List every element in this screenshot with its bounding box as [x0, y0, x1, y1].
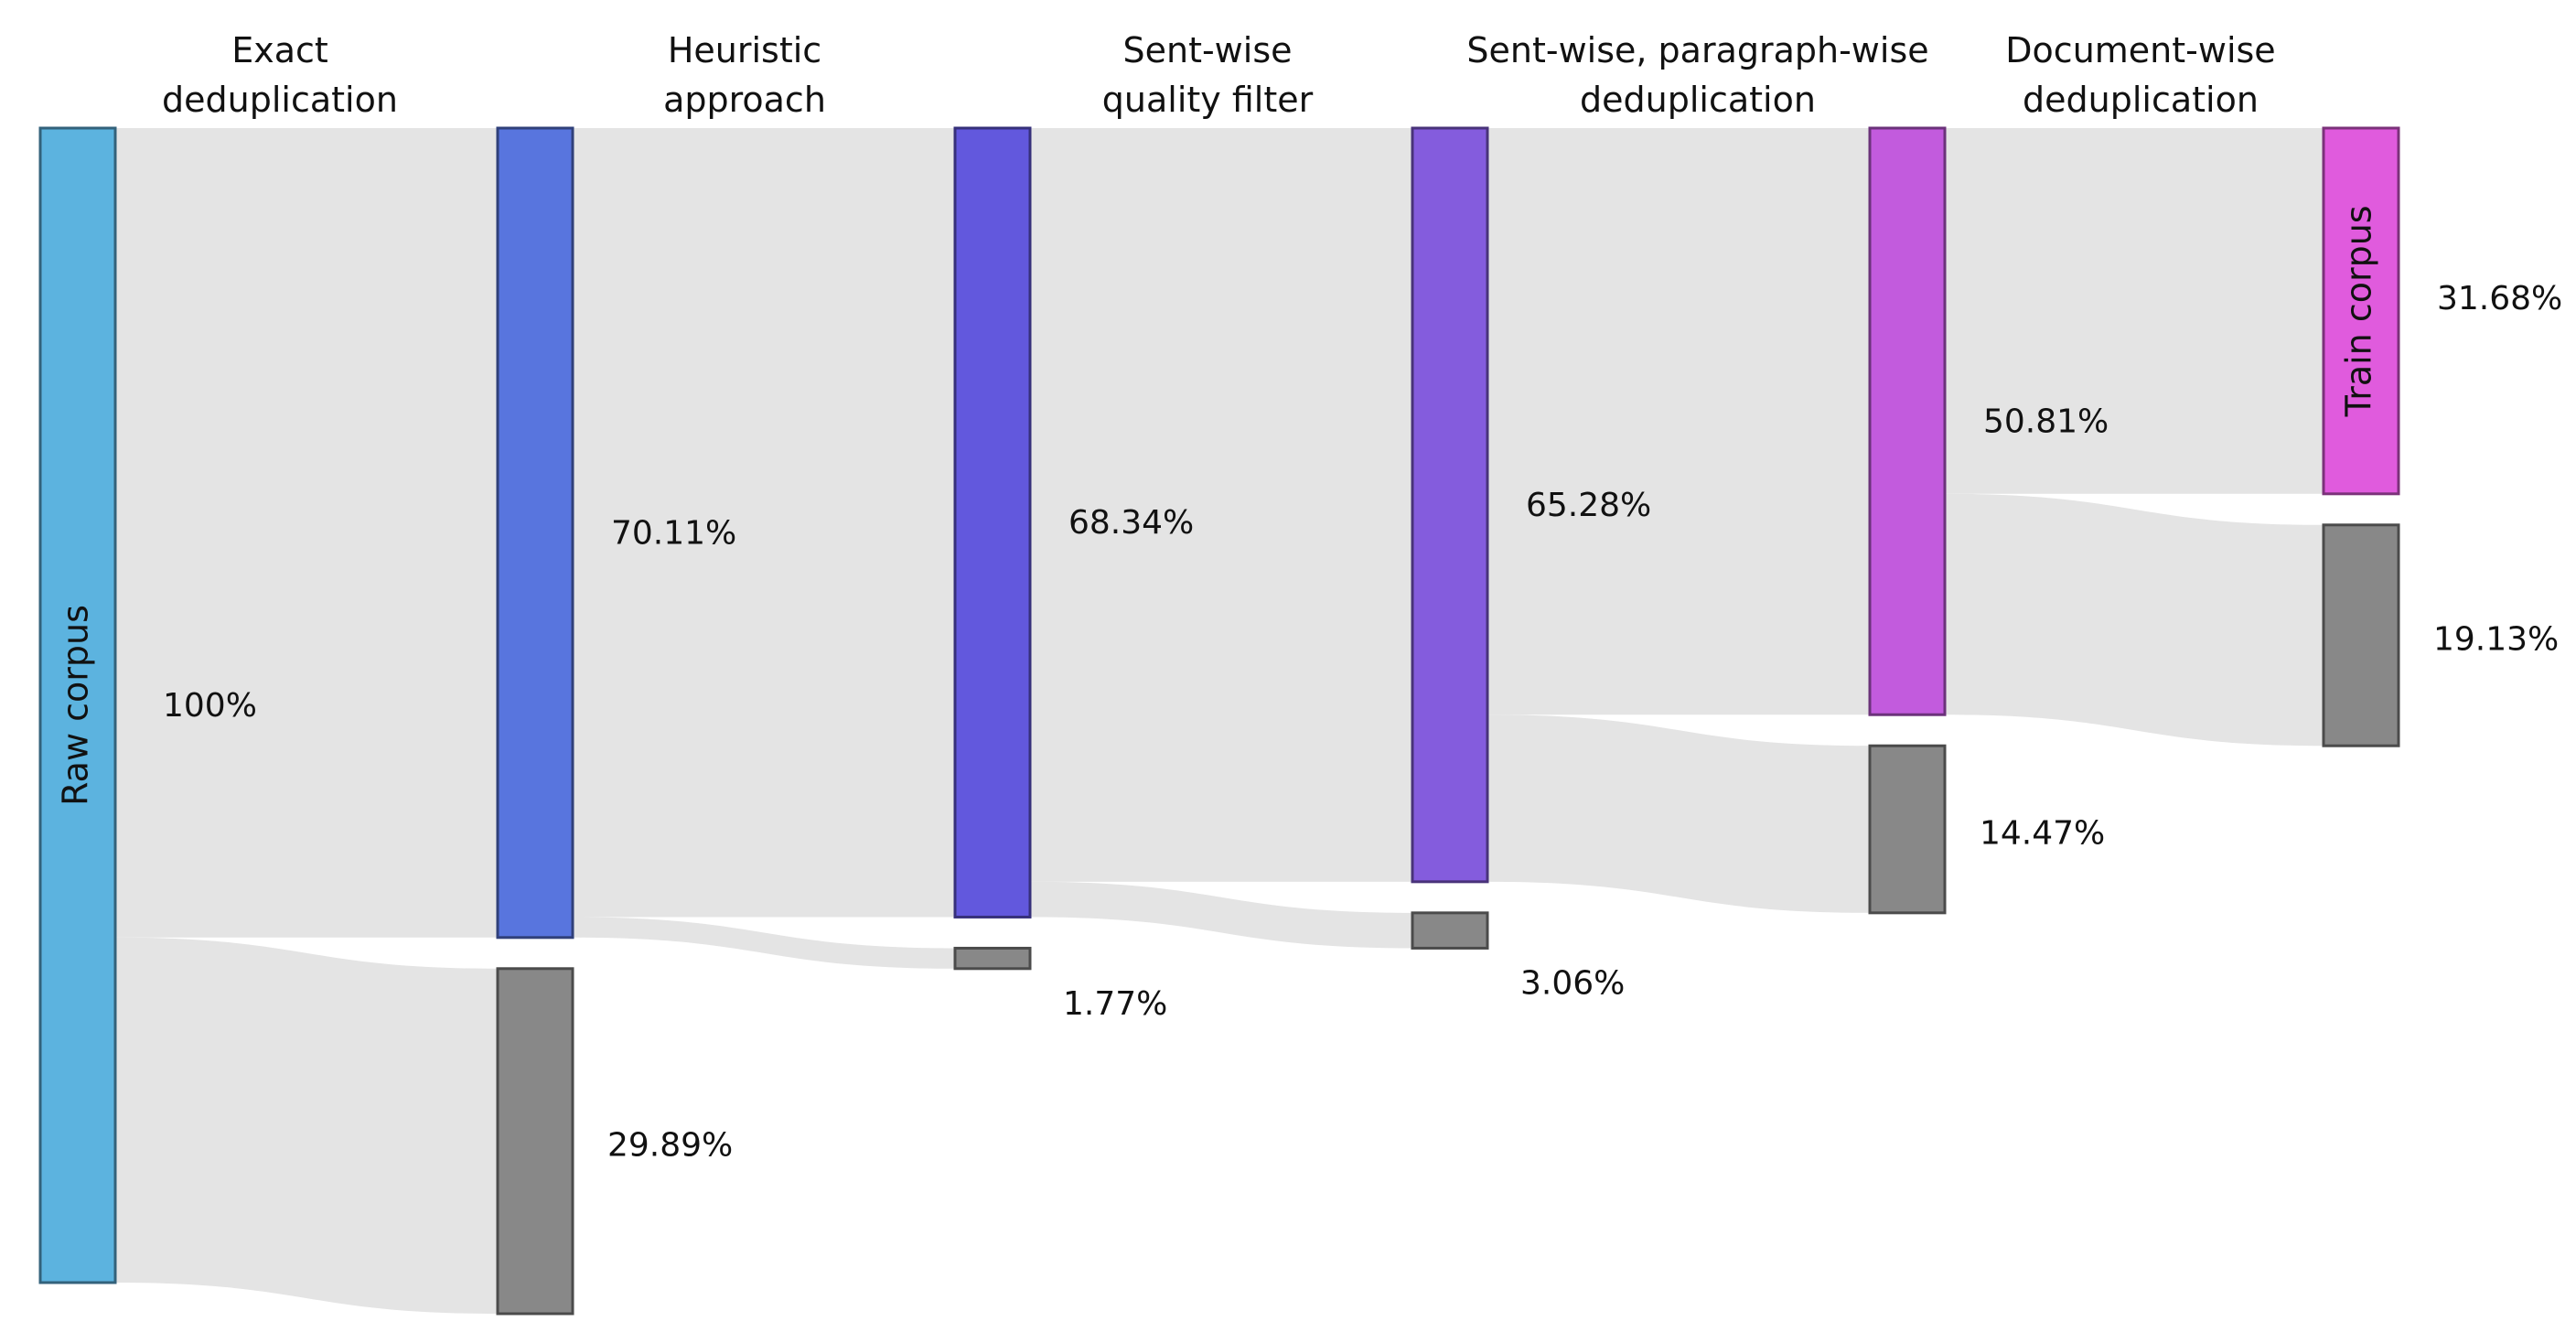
node-kept-2 [953, 126, 1032, 918]
train-corpus-label: Train corpus [2339, 205, 2379, 417]
stage-title-line: Document-wise [2005, 30, 2275, 70]
node-kept-3 [1411, 126, 1489, 884]
node-raw-corpus [38, 126, 117, 1284]
raw-corpus-label: Raw corpus [56, 605, 96, 806]
pct-label-raw: 100% [163, 687, 257, 725]
pct-label-removed-3: 3.06% [1520, 964, 1625, 1002]
node-removed-2 [953, 946, 1032, 971]
node-removed-5 [2322, 523, 2400, 747]
pct-label-removed-5: 19.13% [2433, 621, 2559, 659]
pct-label-kept-4: 50.81% [1983, 403, 2109, 441]
stage-title-line: quality filter [1102, 80, 1314, 120]
stage-title-line: approach [663, 80, 826, 120]
stage-title-line: deduplication [2023, 80, 2259, 120]
node-kept-4 [1868, 126, 1947, 716]
stage-title-2: Sent-wise quality filter [1102, 30, 1314, 120]
node-kept-1 [496, 126, 574, 940]
pct-label-kept-2: 68.34% [1068, 504, 1194, 542]
flow-removed-3 [1030, 881, 1412, 949]
stage-title-0: Exact deduplication [162, 30, 398, 120]
flow-removed-5 [1945, 493, 2324, 747]
stage-title-line: deduplication [162, 80, 398, 120]
flow-removed-1 [115, 937, 498, 1314]
pct-label-kept-3: 65.28% [1526, 487, 1651, 524]
flow-removed-2 [573, 917, 955, 969]
flow-removed-4 [1487, 714, 1870, 913]
nodes-layer [38, 126, 2400, 1316]
stage-title-line: deduplication [1580, 80, 1816, 120]
flows-layer [115, 128, 2324, 1314]
stage-title-line: Sent-wise [1122, 30, 1292, 70]
flow-kept-5 [1945, 128, 2324, 494]
node-removed-3 [1411, 911, 1489, 950]
flow-kept-3 [1030, 128, 1412, 882]
node-removed-1 [496, 967, 574, 1316]
pct-label-removed-2: 1.77% [1063, 985, 1167, 1023]
flow-kept-1 [115, 128, 498, 938]
pct-label-removed-4: 14.47% [1980, 815, 2105, 853]
stage-title-line: Sent-wise, paragraph-wise [1466, 30, 1928, 70]
stage-title-line: Heuristic [668, 30, 821, 70]
labels-layer: Raw corpus 100% 70.11% 29.89% 68.34% 1.77% 65.… [56, 30, 2563, 1164]
stage-title-1: Heuristic approach [663, 30, 826, 120]
stage-title-3: Sent-wise, paragraph-wise deduplication [1466, 30, 1928, 120]
node-removed-4 [1868, 744, 1947, 915]
node-kept-5 [2322, 126, 2400, 496]
stage-title-line: Exact [231, 30, 328, 70]
pct-label-removed-1: 29.89% [607, 1126, 733, 1164]
flow-kept-2 [573, 128, 955, 918]
stage-title-4: Document-wise deduplication [2005, 30, 2275, 120]
pct-label-kept-1: 70.11% [611, 514, 736, 552]
flow-kept-4 [1487, 128, 1870, 715]
pct-label-kept-5: 31.68% [2437, 280, 2562, 317]
